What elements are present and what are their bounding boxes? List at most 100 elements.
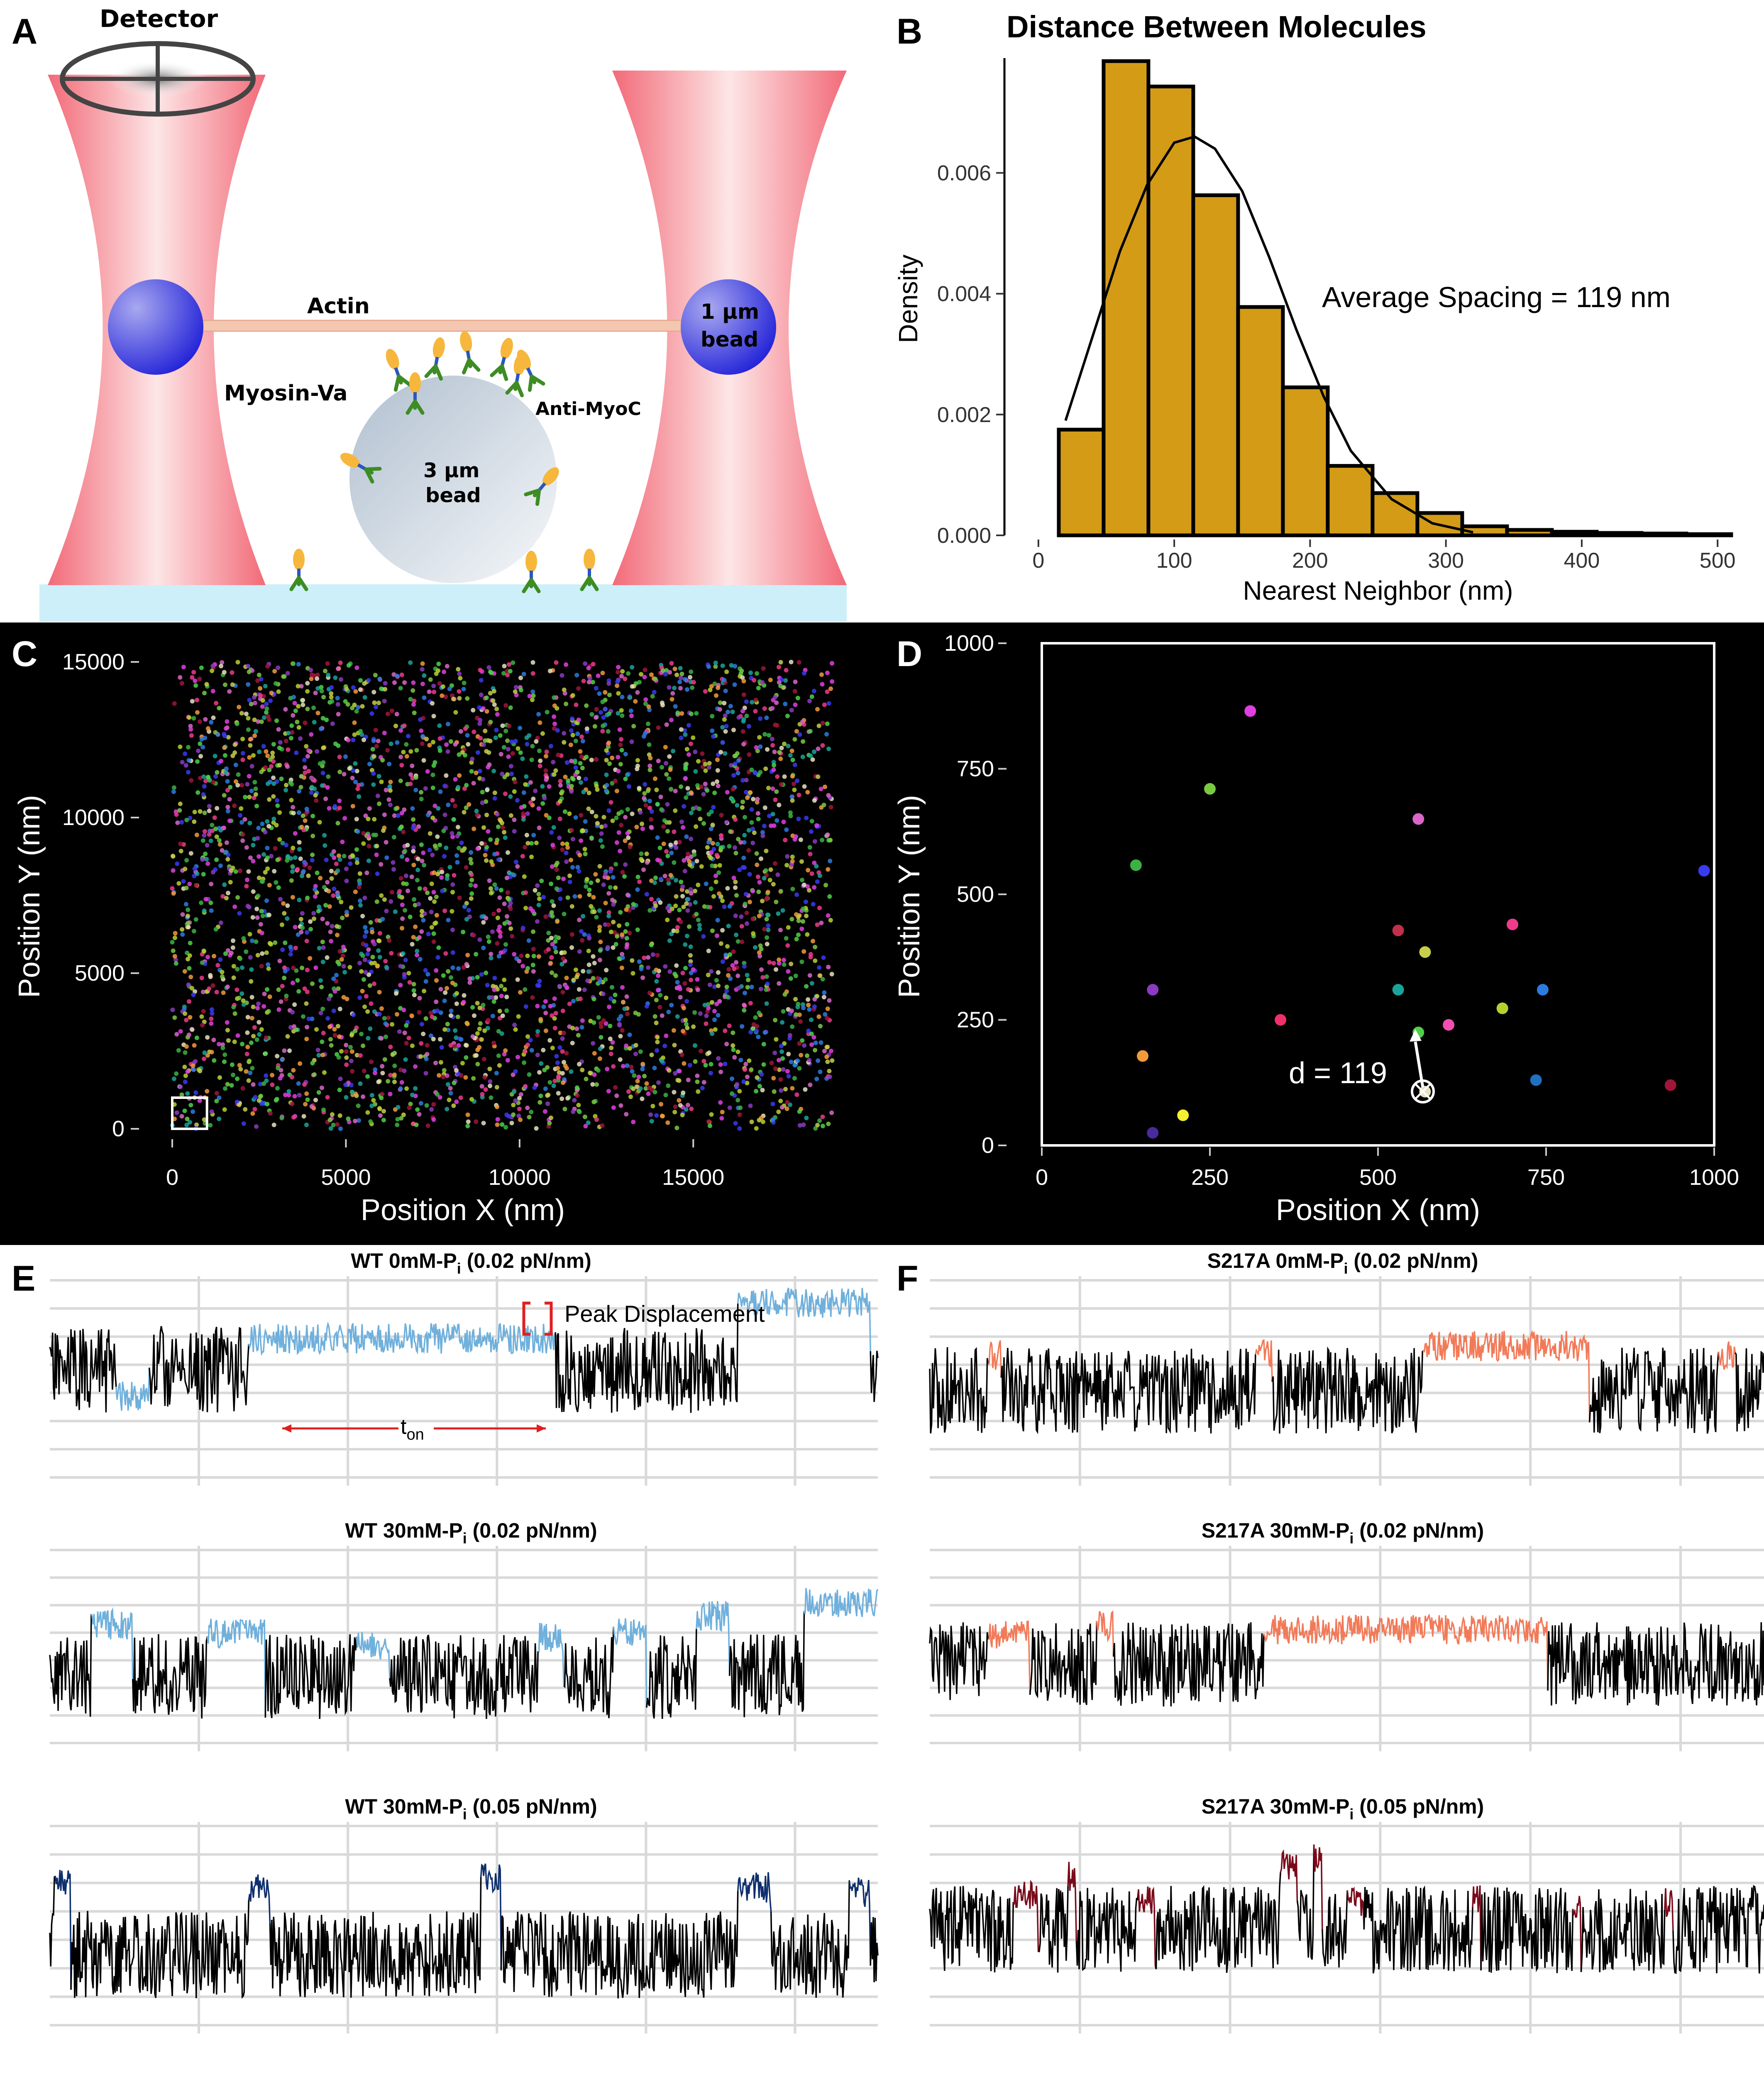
molecule-point [380,758,385,763]
molecule-point [556,1091,561,1096]
ton-label: ton [401,1415,424,1443]
molecule-point [575,865,580,870]
right-small-bead [681,279,776,375]
molecule-point [411,845,416,850]
molecule-point [801,739,806,744]
molecule-point [267,767,272,772]
molecule-point [313,894,318,899]
trace-wt-30mm-002: WT 30mM-Pi (0.02 pN/nm) [49,1519,879,1751]
molecule-point [231,1005,236,1010]
molecule-point [296,989,301,994]
molecule-point [730,1076,735,1081]
molecule-point [828,859,833,864]
molecule-point [707,761,712,766]
molecule-point [495,812,500,817]
molecule-point [261,744,266,749]
molecule-point [460,1061,465,1066]
molecule-point [715,779,719,784]
molecule-point [197,676,202,681]
molecule-point [317,946,322,951]
molecule-point [324,857,329,862]
molecule-point [765,981,770,986]
molecule-point [384,1034,388,1039]
molecule-point [293,708,298,713]
molecule-point [305,689,310,694]
molecule-point [462,810,467,815]
molecule-point [754,1126,759,1131]
molecule-point [720,898,725,903]
molecule-point [620,695,625,699]
molecule-point [515,977,520,982]
molecule-point [508,813,513,818]
molecule-point [785,713,790,718]
molecule-point [258,686,263,691]
molecule-point [709,1062,713,1067]
molecule-point [601,723,606,728]
binding-event-segment [90,1607,134,1679]
molecule-point [644,1004,649,1009]
molecule-point [467,980,472,985]
molecule-point [725,944,730,949]
molecule-point [506,754,511,759]
molecule-point [249,979,254,984]
molecule-point [293,855,298,860]
molecule-point [691,967,696,972]
molecule-point [586,969,591,974]
molecule-point [766,786,771,791]
molecule-point [709,969,713,974]
molecule-point [265,866,270,871]
molecule-point [559,673,564,678]
molecule-point [708,687,713,692]
baseline-segment [646,1629,697,1719]
molecule-point [413,788,418,793]
molecule-point [671,1028,676,1033]
molecule-point [691,735,696,740]
molecule-point [464,783,469,788]
molecule-point [716,1056,721,1061]
binding-event-segment [1718,1341,1736,1370]
molecule-point [718,1062,723,1067]
molecule-point [205,843,210,848]
molecule-point [415,867,420,872]
molecule-point [706,765,711,770]
molecule-point [429,1033,433,1038]
molecule-point [335,1122,340,1127]
molecule-point [773,1018,778,1023]
molecule-point [554,660,559,665]
molecule-point [628,845,633,850]
molecule-point [715,768,720,773]
molecule-point [443,990,448,995]
molecule-point [220,848,225,853]
molecule-point [577,776,581,781]
molecule-point [291,965,296,970]
molecule-point [703,768,708,773]
molecule-point [826,913,831,918]
molecule-point [381,828,386,833]
molecule-point [750,826,755,831]
molecule-point [639,672,643,677]
molecule-point [245,877,249,882]
molecule-point [411,702,416,707]
molecule-point [735,803,740,808]
molecule-point [265,819,270,824]
molecule-point [184,818,189,823]
molecule-point [486,935,491,939]
molecule-point [694,824,699,829]
molecule-point [300,874,304,879]
molecule-point [282,1048,287,1053]
molecule-point [502,1052,507,1057]
molecule-point [341,995,346,1000]
molecule-point [265,855,270,860]
molecule-point [481,1003,486,1008]
molecule-point [203,829,207,834]
zoom-molecule-point [1419,1086,1431,1098]
molecule-point [187,715,192,720]
molecule-point [328,1037,333,1042]
molecule-point [509,771,514,776]
molecule-point [276,1007,281,1012]
molecule-point [527,1115,532,1120]
molecule-point [309,1104,314,1109]
molecule-point [247,774,252,779]
molecule-point [439,1045,444,1050]
molecule-point [413,1086,418,1091]
